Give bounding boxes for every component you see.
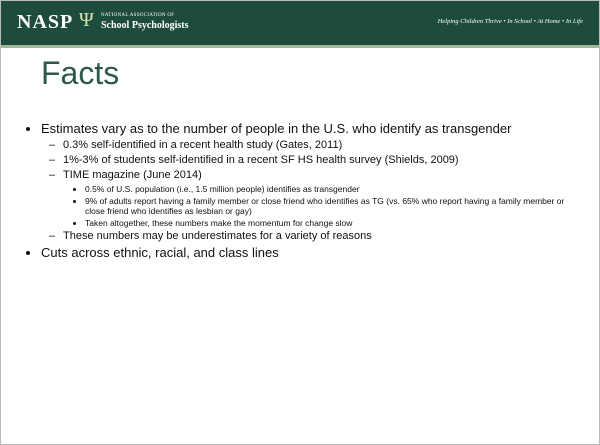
bullet-item: Estimates vary as to the number of peopl… <box>41 121 581 243</box>
bullet-text: TIME magazine (June 2014) <box>63 169 202 181</box>
bullet-text: Estimates vary as to the number of peopl… <box>41 121 512 136</box>
bullet-text: Taken altogether, these numbers make the… <box>85 218 353 228</box>
org-name: School Psychologists <box>101 20 189 31</box>
bullet-item: 1%-3% of students self-identified in a r… <box>49 154 581 167</box>
bullet-text: 0.5% of U.S. population (i.e., 1.5 milli… <box>85 184 360 194</box>
bullet-list: 0.5% of U.S. population (i.e., 1.5 milli… <box>63 184 581 228</box>
bullet-list: Estimates vary as to the number of peopl… <box>21 121 581 261</box>
bullet-text: These numbers may be underestimates for … <box>63 230 372 242</box>
bullet-list: 0.3% self-identified in a recent health … <box>41 139 581 243</box>
bullet-item: Cuts across ethnic, racial, and class li… <box>41 245 581 261</box>
bullet-text: Cuts across ethnic, racial, and class li… <box>41 245 279 260</box>
bullet-text: 1%-3% of students self-identified in a r… <box>63 154 459 166</box>
tagline: Helping Children Thrive • In School • At… <box>437 18 583 25</box>
bullet-item: 0.3% self-identified in a recent health … <box>49 139 581 152</box>
bullet-item: 9% of adults report having a family memb… <box>85 196 581 216</box>
logo-symbol: Ψ <box>79 9 94 31</box>
bullet-text: 9% of adults report having a family memb… <box>85 196 565 216</box>
slide-body: Estimates vary as to the number of peopl… <box>21 119 581 263</box>
slide-title: Facts <box>41 55 120 91</box>
header-bar: NASP Ψ NATIONAL ASSOCIATION OF School Ps… <box>1 1 599 45</box>
logo: NASP <box>17 11 74 33</box>
bullet-item: 0.5% of U.S. population (i.e., 1.5 milli… <box>85 184 581 194</box>
bullet-item: TIME magazine (June 2014) 0.5% of U.S. po… <box>49 169 581 228</box>
header-rule <box>1 45 599 48</box>
bullet-item: Taken altogether, these numbers make the… <box>85 218 581 228</box>
bullet-item: These numbers may be underestimates for … <box>49 230 581 243</box>
bullet-text: 0.3% self-identified in a recent health … <box>63 139 343 151</box>
org-line: NATIONAL ASSOCIATION OF <box>101 13 175 18</box>
